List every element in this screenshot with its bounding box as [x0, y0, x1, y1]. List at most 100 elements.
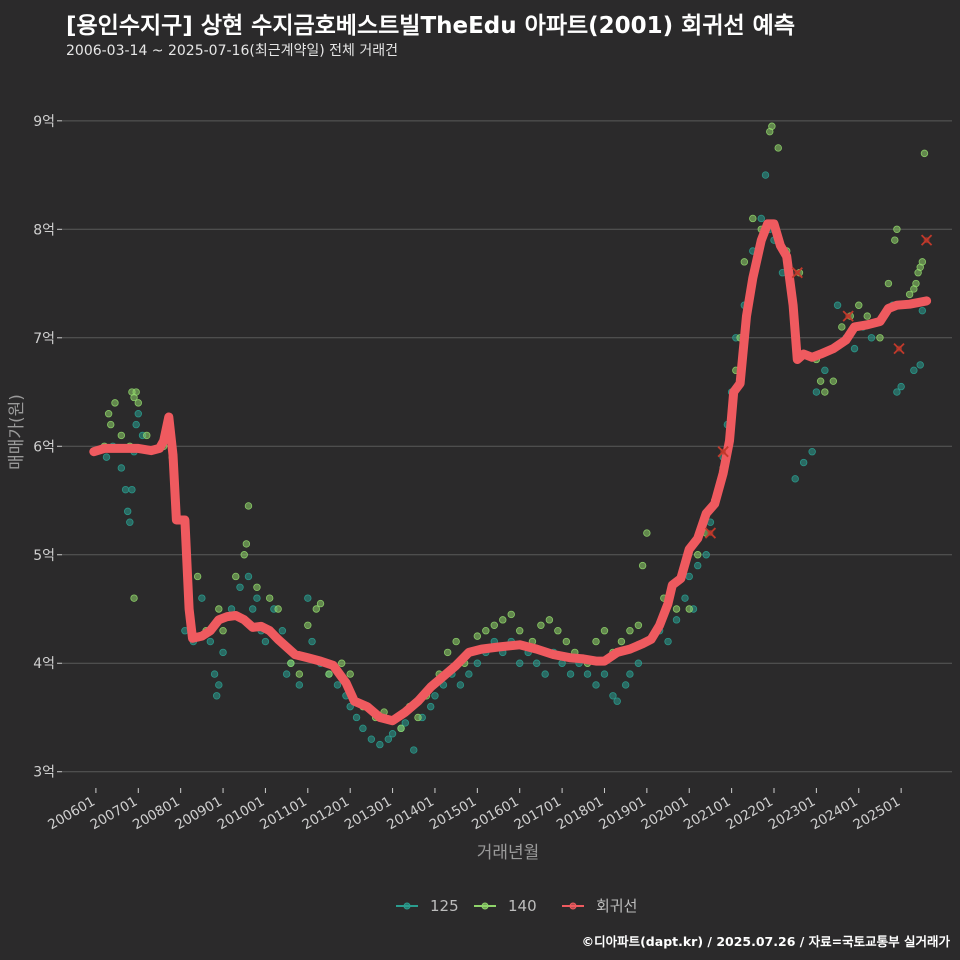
point-140 [905, 290, 914, 299]
point-125 [253, 594, 261, 602]
point-140 [912, 279, 920, 288]
y-tick-label: 6억 [33, 439, 55, 455]
point-140 [816, 377, 825, 385]
legend-label: 125 [430, 897, 459, 915]
point-140 [774, 144, 782, 152]
x-axis-ticks: 2006012007012008012009012010012011012012… [45, 788, 903, 833]
x-tick-label: 200801 [130, 794, 183, 834]
point-125 [681, 594, 689, 602]
point-140 [545, 616, 554, 624]
point-125 [431, 692, 439, 700]
point-140 [295, 670, 304, 678]
point-140 [554, 626, 562, 635]
point-125 [685, 572, 693, 581]
point-125 [473, 659, 482, 667]
point-125 [308, 637, 316, 646]
point-140 [193, 572, 202, 581]
point-125 [359, 724, 367, 733]
point-125 [376, 740, 384, 749]
point-125 [367, 735, 376, 743]
point-140 [920, 149, 929, 158]
legend-swatch-point [481, 902, 489, 910]
legend-item: 140 [474, 897, 537, 915]
point-125 [401, 719, 409, 727]
point-140 [838, 323, 846, 331]
point-125 [219, 648, 227, 657]
point-140 [274, 605, 282, 613]
point-140 [312, 605, 320, 613]
point-140 [414, 713, 422, 722]
point-125 [702, 551, 710, 559]
point-140 [452, 637, 460, 646]
point-140 [685, 605, 693, 613]
y-tick-label: 8억 [33, 222, 55, 238]
x-tick-label: 202501 [851, 794, 904, 834]
scatter-points [100, 122, 929, 754]
point-125 [212, 692, 221, 700]
point-140 [346, 670, 354, 678]
point-140 [918, 258, 927, 266]
point-125 [102, 453, 111, 461]
point-140 [130, 594, 138, 602]
chart-title: [용인수지구] 상현 수지금호베스트빌TheEdu 아파트(2001) 회귀선 … [66, 13, 795, 39]
point-140 [626, 626, 634, 635]
point-140 [104, 410, 113, 418]
x-tick-label: 201301 [342, 794, 395, 834]
point-140 [829, 377, 838, 385]
point-140 [643, 529, 651, 537]
legend-item: 회귀선 [562, 897, 637, 915]
point-125 [833, 301, 842, 309]
point-125 [123, 507, 132, 516]
x-tick-label: 200601 [45, 794, 98, 834]
chart-subtitle: 2006-03-14 ~ 2025-07-16(최근계약일) 전체 거래건 [66, 43, 398, 59]
point-125 [757, 214, 765, 223]
point-125 [346, 702, 354, 711]
point-125 [384, 735, 393, 743]
highlight-marker [717, 446, 729, 458]
point-140 [397, 724, 405, 733]
point-125 [261, 637, 270, 646]
point-125 [249, 605, 257, 613]
point-140 [891, 236, 899, 244]
point-140 [507, 610, 515, 619]
point-140 [768, 122, 776, 130]
point-125 [126, 518, 134, 526]
point-140 [338, 659, 346, 667]
point-140 [132, 388, 140, 396]
source-caption: ©디아파트(dapt.kr) / 2025.07.26 / 자료=국토교통부 실… [581, 934, 950, 949]
point-125 [664, 637, 672, 646]
point-125 [609, 692, 617, 700]
point-125 [893, 388, 901, 396]
point-125 [812, 388, 821, 396]
point-140 [325, 670, 333, 678]
point-140 [253, 583, 261, 592]
y-tick-label: 5억 [33, 548, 55, 564]
x-tick-label: 201101 [257, 794, 310, 834]
legend: 125 140 회귀선 [396, 897, 637, 915]
point-125 [808, 447, 816, 456]
point-125 [206, 637, 215, 646]
point-125 [626, 670, 634, 678]
point-140 [242, 540, 251, 548]
point-125 [600, 670, 609, 678]
point-140 [232, 572, 240, 581]
point-140 [316, 599, 325, 608]
point-125 [278, 626, 287, 635]
point-140 [499, 616, 507, 624]
point-140 [482, 626, 490, 635]
point-140 [617, 637, 626, 646]
x-tick-label: 201201 [300, 794, 353, 834]
point-140 [821, 388, 829, 396]
point-140 [694, 551, 702, 559]
point-125 [910, 366, 918, 375]
x-tick-label: 202401 [808, 794, 861, 834]
point-125 [516, 659, 524, 667]
point-140 [473, 632, 482, 640]
x-tick-label: 201001 [215, 794, 268, 834]
legend-item: 125 [396, 897, 459, 915]
point-140 [884, 279, 893, 288]
point-125 [295, 681, 304, 689]
point-125 [821, 366, 829, 375]
y-tick-label: 7억 [33, 331, 55, 347]
